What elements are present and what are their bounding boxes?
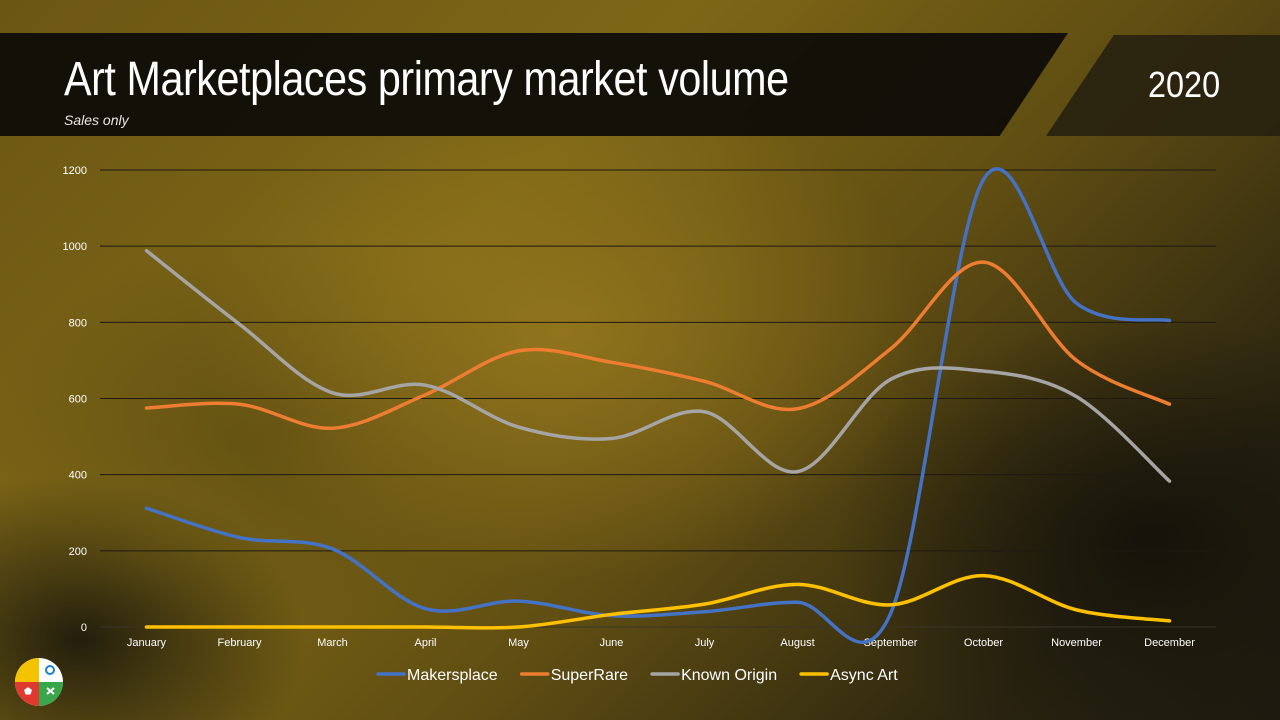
legend-label-makersplace: Makersplace bbox=[407, 667, 498, 684]
brand-logo-icon bbox=[15, 658, 63, 706]
page-title: Art Marketplaces primary market volume bbox=[64, 53, 789, 106]
y-tick-label: 200 bbox=[69, 546, 87, 558]
legend-label-async-art: Async Art bbox=[830, 667, 898, 684]
series-line-superrare bbox=[144, 260, 1172, 430]
x-tick-label: November bbox=[1051, 637, 1102, 649]
series-line-async-art bbox=[144, 573, 1172, 630]
y-tick-label: 1000 bbox=[63, 241, 87, 253]
page-subtitle: Sales only bbox=[64, 112, 129, 128]
x-tick-label: March bbox=[317, 637, 348, 649]
x-tick-label: September bbox=[864, 637, 918, 649]
x-tick-label: June bbox=[600, 637, 624, 649]
title-banner bbox=[0, 33, 1068, 136]
series-line-known-origin bbox=[144, 248, 1172, 483]
x-tick-label: April bbox=[414, 637, 436, 649]
x-tick-label: January bbox=[127, 637, 167, 649]
year-label: 2020 bbox=[1147, 64, 1220, 105]
y-tick-label: 400 bbox=[69, 470, 87, 482]
series-line-makersplace bbox=[144, 167, 1172, 645]
x-tick-label: October bbox=[964, 637, 1003, 649]
legend-label-known-origin: Known Origin bbox=[681, 667, 777, 684]
x-tick-label: May bbox=[508, 637, 529, 649]
y-tick-label: 800 bbox=[69, 317, 87, 329]
legend-label-superrare: SuperRare bbox=[551, 667, 628, 684]
x-tick-label: July bbox=[695, 637, 715, 649]
x-tick-label: February bbox=[217, 637, 262, 649]
y-tick-label: 1200 bbox=[63, 165, 87, 177]
x-tick-label: December bbox=[1144, 637, 1195, 649]
y-tick-label: 600 bbox=[69, 394, 87, 406]
x-tick-label: August bbox=[780, 637, 814, 649]
y-tick-label: 0 bbox=[81, 622, 87, 634]
